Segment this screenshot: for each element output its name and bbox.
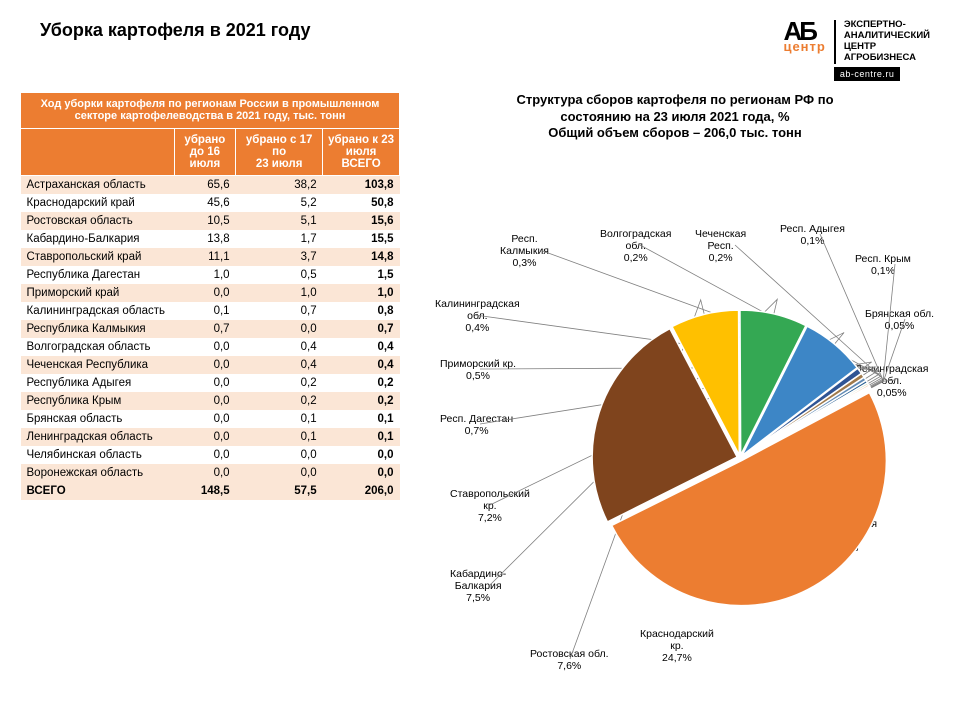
table-row: Калининградская область0,10,70,8 bbox=[21, 302, 400, 320]
table-row: Чеченская Республика0,00,40,4 bbox=[21, 356, 400, 374]
chart-title: Структура сборов картофеля по регионам Р… bbox=[410, 92, 940, 143]
table-row: Брянская область0,00,10,1 bbox=[21, 410, 400, 428]
table-total-row: ВСЕГО148,557,5206,0 bbox=[21, 482, 400, 500]
table-row: Республика Адыгея0,00,20,2 bbox=[21, 374, 400, 392]
table-row: Республика Калмыкия0,70,00,7 bbox=[21, 320, 400, 338]
table-row: Воронежская область0,00,00,0 bbox=[21, 464, 400, 482]
table-row: Приморский край0,01,01,0 bbox=[21, 284, 400, 302]
table-row: Астраханская область65,638,2103,8 bbox=[21, 175, 400, 194]
table-row: Челябинская область0,00,00,0 bbox=[21, 446, 400, 464]
logo-url: ab-centre.ru bbox=[834, 67, 901, 81]
col-region bbox=[21, 128, 175, 175]
table-row: Волгоградская область0,00,40,4 bbox=[21, 338, 400, 356]
logo: АБ центр ЭКСПЕРТНО- АНАЛИТИЧЕСКИЙ ЦЕНТР … bbox=[783, 20, 930, 82]
table-row: Республика Крым0,00,20,2 bbox=[21, 392, 400, 410]
col-2: убрано с 17 по 23 июля bbox=[236, 128, 323, 175]
page-title: Уборка картофеля в 2021 году bbox=[40, 20, 310, 41]
table-row: Ставропольский край11,13,714,8 bbox=[21, 248, 400, 266]
logo-centr: центр bbox=[783, 39, 825, 54]
table-row: Ленинградская область0,00,10,1 bbox=[21, 428, 400, 446]
table-row: Кабардино-Балкария13,81,715,5 bbox=[21, 230, 400, 248]
col-3: убрано к 23 июля ВСЕГО bbox=[323, 128, 400, 175]
col-1: убрано до 16 июля bbox=[174, 128, 235, 175]
pie-chart: Структура сборов картофеля по регионам Р… bbox=[410, 92, 940, 669]
table-row: Ростовская область10,55,115,6 bbox=[21, 212, 400, 230]
table-row: Республика Дагестан1,00,51,5 bbox=[21, 266, 400, 284]
table-row: Краснодарский край45,65,250,8 bbox=[21, 194, 400, 212]
table-header-title: Ход уборки картофеля по регионам России … bbox=[21, 92, 400, 128]
data-table: Ход уборки картофеля по регионам России … bbox=[20, 92, 400, 669]
logo-desc: ЭКСПЕРТНО- АНАЛИТИЧЕСКИЙ ЦЕНТР АГРОБИЗНЕ… bbox=[834, 20, 930, 64]
